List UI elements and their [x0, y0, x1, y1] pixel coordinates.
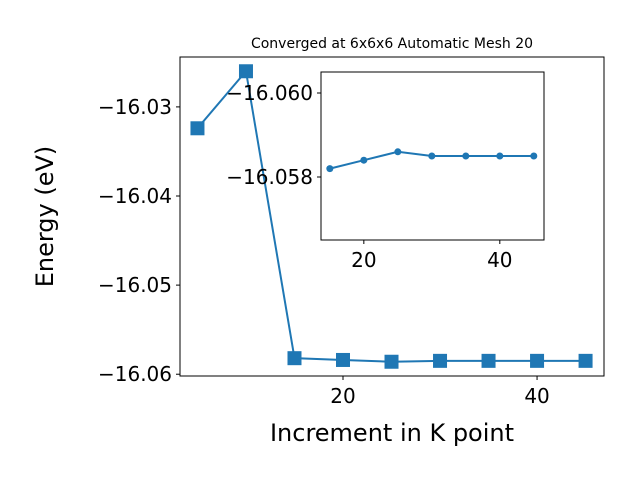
- data-point: [433, 353, 448, 368]
- chart-title: Converged at 6x6x6 Automatic Mesh 20: [251, 36, 533, 52]
- data-point: [394, 148, 402, 156]
- y-tick-label: −16.03: [98, 95, 172, 119]
- data-point: [462, 152, 470, 160]
- y-tick-label: −16.060: [226, 81, 313, 105]
- y-tick-label: −16.06: [98, 362, 172, 386]
- x-tick-label: 20: [351, 248, 376, 272]
- data-point: [578, 353, 593, 368]
- y-tick-label: −16.04: [98, 184, 172, 208]
- data-point: [287, 351, 302, 366]
- data-point: [428, 152, 436, 160]
- y-axis-label: Energy (eV): [31, 146, 59, 288]
- data-point: [238, 64, 253, 79]
- data-point: [496, 152, 504, 160]
- data-point: [336, 352, 351, 367]
- x-axis-label: Increment in K point: [270, 419, 514, 447]
- data-point: [384, 354, 399, 369]
- data-point: [326, 165, 334, 173]
- x-tick-label: 40: [524, 384, 549, 408]
- x-tick-label: 40: [487, 248, 512, 272]
- y-tick-label: −16.058: [226, 165, 313, 189]
- data-point: [190, 121, 205, 136]
- y-tick-label: −16.05: [98, 273, 172, 297]
- data-point: [360, 156, 368, 164]
- x-tick-label: 20: [330, 384, 355, 408]
- data-point: [530, 152, 538, 160]
- data-point: [530, 353, 545, 368]
- data-point: [481, 353, 496, 368]
